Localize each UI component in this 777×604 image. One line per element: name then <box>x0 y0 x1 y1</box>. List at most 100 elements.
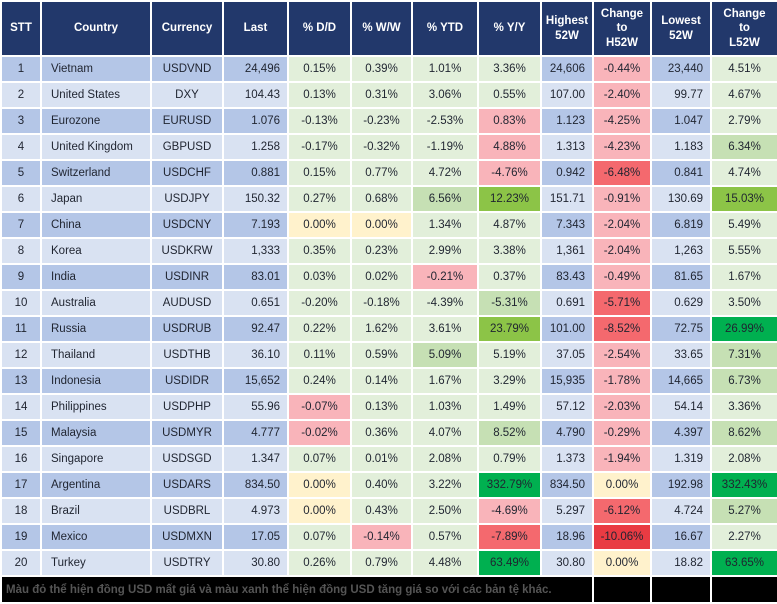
cell-yy: 3.38% <box>477 237 542 265</box>
cell-h52w: 37.05 <box>540 341 594 369</box>
cell-currency: USDIDR <box>150 367 224 395</box>
cell-ww: -0.32% <box>350 133 413 161</box>
cell-h52w: 107.00 <box>540 81 594 109</box>
cell-ytd: -0.21% <box>411 263 479 291</box>
cell-currency: EURUSD <box>150 107 224 135</box>
cell-ww: 0.36% <box>350 419 413 447</box>
cell-l52w: 6.819 <box>650 211 712 239</box>
header-stt: STT <box>0 0 42 57</box>
header-row: STT Country Currency Last% D/D% W/W% YTD% Y… <box>0 0 777 57</box>
cell-country: Malaysia <box>40 419 152 447</box>
cell-country: Singapore <box>40 445 152 473</box>
cell-h52w: 30.80 <box>540 549 594 577</box>
cell-ytd: 3.06% <box>411 81 479 109</box>
table-row: 9 India USDINR 83.01 0.03% 0.02% -0.21% 0.37% 83… <box>0 263 777 291</box>
cell-chg_l: 4.67% <box>710 81 777 109</box>
cell-country: Indonesia <box>40 367 152 395</box>
cell-last: 1.076 <box>222 107 289 135</box>
table-row: 1 Vietnam USDVND 24,496 0.15% 0.39% 1.01% 3.36%… <box>0 55 777 83</box>
cell-h52w: 151.71 <box>540 185 594 213</box>
cell-stt: 17 <box>0 471 42 499</box>
cell-dd: 0.15% <box>287 159 352 187</box>
cell-ww: 1.62% <box>350 315 413 343</box>
cell-stt: 6 <box>0 185 42 213</box>
cell-l52w: 99.77 <box>650 81 712 109</box>
cell-h52w: 18.96 <box>540 523 594 551</box>
cell-ytd: 1.03% <box>411 393 479 421</box>
cell-h52w: 1.123 <box>540 107 594 135</box>
table-row: 8 Korea USDKRW 1,333 0.35% 0.23% 2.99% 3.38% 1,3… <box>0 237 777 265</box>
cell-chg_h: 0.00% <box>592 549 652 577</box>
cell-last: 0.651 <box>222 289 289 317</box>
cell-l52w: 23,440 <box>650 55 712 83</box>
header-chg_h: Change to H52W <box>592 0 652 57</box>
cell-chg_h: -4.23% <box>592 133 652 161</box>
cell-ytd: 3.22% <box>411 471 479 499</box>
cell-stt: 1 <box>0 55 42 83</box>
cell-chg_h: -2.54% <box>592 341 652 369</box>
cell-chg_l: 4.51% <box>710 55 777 83</box>
cell-chg_l: 26.99% <box>710 315 777 343</box>
cell-ww: -0.23% <box>350 107 413 135</box>
cell-yy: -4.76% <box>477 159 542 187</box>
cell-yy: 1.49% <box>477 393 542 421</box>
cell-yy: -4.69% <box>477 497 542 525</box>
cell-ytd: -4.39% <box>411 289 479 317</box>
cell-yy: -5.31% <box>477 289 542 317</box>
cell-yy: 3.29% <box>477 367 542 395</box>
cell-h52w: 4.790 <box>540 419 594 447</box>
cell-dd: 0.35% <box>287 237 352 265</box>
cell-last: 17.05 <box>222 523 289 551</box>
cell-last: 150.32 <box>222 185 289 213</box>
cell-currency: USDINR <box>150 263 224 291</box>
cell-l52w: 4.397 <box>650 419 712 447</box>
cell-chg_l: 7.31% <box>710 341 777 369</box>
cell-last: 1.258 <box>222 133 289 161</box>
cell-chg_l: 6.34% <box>710 133 777 161</box>
cell-stt: 7 <box>0 211 42 239</box>
cell-yy: 3.36% <box>477 55 542 83</box>
cell-ww: 0.31% <box>350 81 413 109</box>
cell-yy: 23.79% <box>477 315 542 343</box>
cell-chg_h: -2.03% <box>592 393 652 421</box>
cell-country: India <box>40 263 152 291</box>
table-row: 6 Japan USDJPY 150.32 0.27% 0.68% 6.56% 12.23% 1… <box>0 185 777 213</box>
cell-l52w: 33.65 <box>650 341 712 369</box>
cell-h52w: 7.343 <box>540 211 594 239</box>
cell-country: Korea <box>40 237 152 265</box>
cell-yy: 4.87% <box>477 211 542 239</box>
cell-last: 30.80 <box>222 549 289 577</box>
cell-ww: 0.68% <box>350 185 413 213</box>
cell-stt: 9 <box>0 263 42 291</box>
cell-country: United States <box>40 81 152 109</box>
cell-last: 834.50 <box>222 471 289 499</box>
cell-currency: USDRUB <box>150 315 224 343</box>
cell-l52w: 192.98 <box>650 471 712 499</box>
cell-country: United Kingdom <box>40 133 152 161</box>
cell-last: 7.193 <box>222 211 289 239</box>
cell-chg_h: -2.04% <box>592 237 652 265</box>
header-country: Country <box>40 0 152 57</box>
table-row: 18 Brazil USDBRL 4.973 0.00% 0.43% 2.50% -4.69%… <box>0 497 777 525</box>
header-ww: % W/W <box>350 0 413 57</box>
table-row: 3 Eurozone EURUSD 1.076 -0.13% -0.23% -2.53% 0.… <box>0 107 777 135</box>
table-body: 1 Vietnam USDVND 24,496 0.15% 0.39% 1.01% 3.36%… <box>0 55 777 577</box>
cell-h52w: 1,361 <box>540 237 594 265</box>
cell-currency: USDARS <box>150 471 224 499</box>
cell-last: 55.96 <box>222 393 289 421</box>
cell-stt: 3 <box>0 107 42 135</box>
footer-cell-chg-h <box>592 575 652 604</box>
cell-h52w: 15,935 <box>540 367 594 395</box>
cell-ww: 0.43% <box>350 497 413 525</box>
cell-chg_h: -6.48% <box>592 159 652 187</box>
cell-ytd: 5.09% <box>411 341 479 369</box>
cell-h52w: 834.50 <box>540 471 594 499</box>
table-row: 17 Argentina USDARS 834.50 0.00% 0.40% 3.22% 33… <box>0 471 777 499</box>
cell-stt: 2 <box>0 81 42 109</box>
cell-ytd: 1.01% <box>411 55 479 83</box>
cell-ytd: 2.99% <box>411 237 479 265</box>
header-dd: % D/D <box>287 0 352 57</box>
cell-dd: 0.07% <box>287 445 352 473</box>
cell-ytd: 2.08% <box>411 445 479 473</box>
cell-chg_l: 2.08% <box>710 445 777 473</box>
